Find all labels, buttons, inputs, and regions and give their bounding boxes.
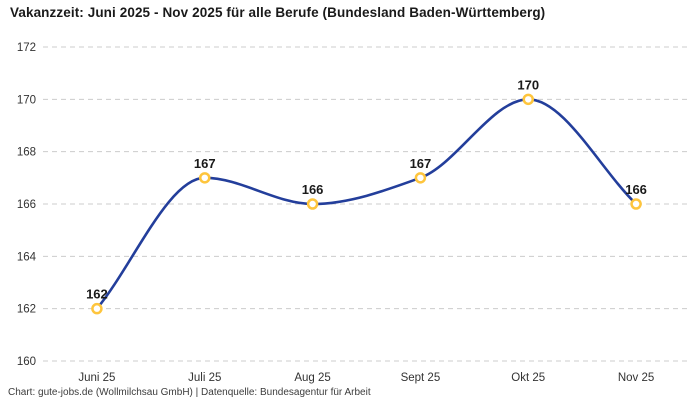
x-axis-label: Juni 25 — [78, 372, 115, 384]
y-axis-tick-label: 170 — [17, 94, 36, 106]
data-point-marker[interactable] — [414, 172, 427, 184]
data-point-marker[interactable] — [630, 198, 642, 210]
x-axis-label: Okt 25 — [511, 372, 545, 384]
data-point-label: 162 — [86, 287, 108, 302]
data-point-label: 167 — [410, 156, 432, 171]
chart-title: Vakanzzeit: Juni 2025 - Nov 2025 für all… — [10, 5, 546, 20]
data-point-label: 167 — [194, 156, 216, 171]
data-point-marker[interactable] — [306, 198, 319, 210]
series-line — [95, 98, 638, 310]
y-axis-tick-label: 160 — [17, 356, 36, 368]
data-point-label: 166 — [302, 182, 324, 197]
y-axis-tick-label: 172 — [17, 42, 36, 54]
y-axis-tick-label: 166 — [17, 199, 36, 211]
y-axis-tick-label: 168 — [17, 147, 36, 159]
data-point-marker[interactable] — [199, 172, 211, 184]
x-axis-label: Sept 25 — [401, 372, 441, 384]
y-axis-tick-label: 162 — [17, 304, 36, 316]
x-axis-label: Juli 25 — [188, 372, 221, 384]
data-point-label: 170 — [517, 77, 539, 92]
data-point-label: 166 — [625, 182, 647, 197]
data-point-marker[interactable] — [522, 93, 534, 106]
data-point-marker[interactable] — [91, 302, 103, 315]
x-axis-label: Aug 25 — [294, 372, 330, 384]
y-axis-tick-label: 164 — [17, 251, 37, 263]
x-axis-label: Nov 25 — [618, 372, 654, 384]
chart-credit: Chart: gute-jobs.de (Wollmilchsau GmbH) … — [8, 387, 371, 398]
